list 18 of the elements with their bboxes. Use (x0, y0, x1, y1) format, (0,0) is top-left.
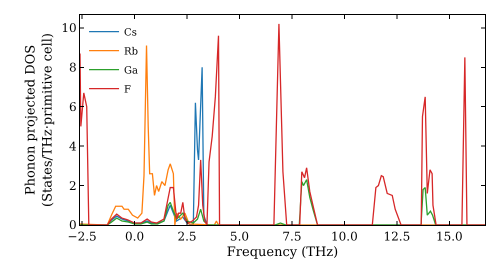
x-tick-label: 10.0 (331, 229, 358, 244)
x-tick-label: 0.0 (125, 229, 144, 244)
legend-label: Rb (124, 46, 138, 58)
x-tick-label: 5.0 (230, 229, 250, 244)
y-tick-label: 2 (68, 178, 77, 193)
x-tick-label: 2.5 (177, 229, 197, 244)
y-axis-title: Phonon projected DOS (States/THz·primitive cell) (23, 32, 56, 208)
y-tick-label: 10 (61, 21, 77, 36)
legend-label: F (124, 84, 132, 96)
legend-label: Cs (124, 28, 137, 38)
y-tick-label: 4 (68, 139, 77, 154)
x-axis-title: Frequency (THz) (226, 245, 338, 260)
y-tick-label: 8 (68, 60, 77, 74)
x-tick-label: 7.5 (282, 229, 302, 244)
x-tick-label: 12.5 (384, 229, 410, 244)
y-tick-label: 6 (68, 100, 77, 114)
legend-label: Ga (124, 66, 138, 76)
x-tick-label: 15.0 (436, 229, 463, 244)
